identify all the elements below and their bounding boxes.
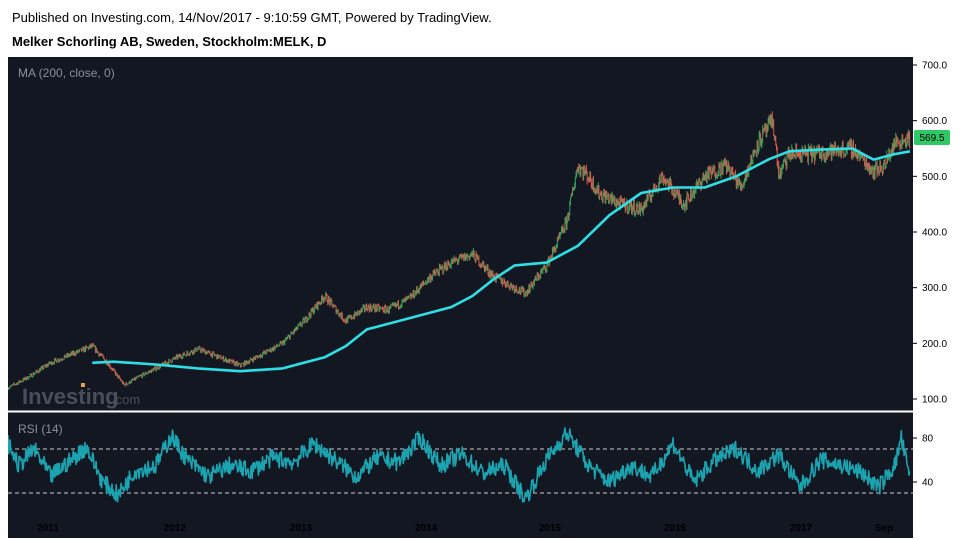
- x-tick-label: 2011: [37, 523, 59, 534]
- ma-line: [92, 147, 911, 373]
- rsi-label: RSI (14): [18, 422, 63, 436]
- price-tick-label: 300.0: [922, 283, 947, 294]
- watermark-brand: Investing: [22, 384, 119, 409]
- x-axis-band: [8, 518, 913, 538]
- x-tick-label: 2016: [664, 523, 687, 534]
- investing-watermark: Investing .com: [22, 383, 140, 409]
- price-y-axis: 700.0 600.0 500.0 400.0 300.0 200.0 100.0: [913, 61, 947, 406]
- rsi-y-axis: 80 40: [913, 434, 934, 489]
- price-tick-label: 500.0: [922, 172, 947, 183]
- rsi-tick-label: 40: [922, 478, 934, 489]
- last-price-tag: 569.5: [914, 130, 950, 145]
- x-tick-label: 2017: [790, 523, 813, 534]
- last-price-value: 569.5: [919, 133, 944, 144]
- ma-label: MA (200, close, 0): [18, 66, 115, 80]
- x-tick-label: Sep: [875, 523, 893, 534]
- rsi-panel: [8, 412, 913, 518]
- x-tick-label: 2014: [415, 523, 438, 534]
- x-tick-label: 2012: [164, 523, 187, 534]
- price-tick-label: 400.0: [922, 228, 947, 239]
- x-tick-label: 2013: [290, 523, 313, 534]
- watermark-dot-icon: [81, 383, 85, 387]
- watermark-suffix: .com: [112, 392, 140, 407]
- price-tick-label: 100.0: [922, 395, 947, 406]
- instrument-title: Melker Schorling AB, Sweden, Stockholm:M…: [12, 34, 327, 49]
- price-panel: [8, 57, 913, 411]
- price-tick-label: 200.0: [922, 339, 947, 350]
- price-tick-label: 600.0: [922, 116, 947, 127]
- price-candles: [8, 111, 911, 391]
- published-note: Published on Investing.com, 14/Nov/2017 …: [12, 10, 492, 25]
- rsi-reference-lines: [8, 448, 913, 494]
- x-axis: 2011 2012 2013 2014 2015 2016 2017 Sep: [37, 523, 893, 534]
- price-tick-label: 700.0: [922, 61, 947, 72]
- rsi-tick-label: 80: [922, 434, 934, 445]
- rsi-line: [8, 427, 911, 503]
- x-tick-label: 2015: [539, 523, 562, 534]
